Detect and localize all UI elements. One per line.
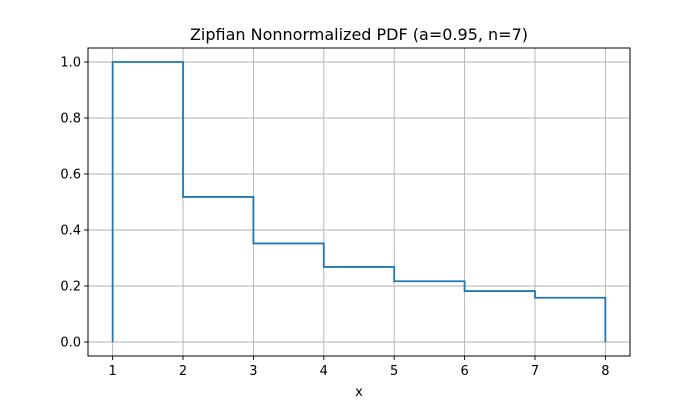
grid-lines bbox=[88, 48, 630, 356]
x-tick-label: 7 bbox=[531, 364, 539, 379]
x-tick-label: 4 bbox=[320, 364, 328, 379]
x-tick-label: 1 bbox=[108, 364, 116, 379]
y-tick-label: 0.6 bbox=[60, 168, 81, 183]
x-tick-label: 5 bbox=[390, 364, 398, 379]
chart-title: Zipfian Nonnormalized PDF (a=0.95, n=7) bbox=[190, 25, 528, 44]
y-tick-label: 0.0 bbox=[60, 336, 81, 351]
y-tick-label: 0.2 bbox=[60, 280, 81, 295]
x-tick-label: 8 bbox=[601, 364, 609, 379]
y-tick-label: 1.0 bbox=[60, 56, 81, 71]
series-group bbox=[111, 61, 607, 342]
x-axis-ticks: 1 2 3 4 5 6 7 8 bbox=[108, 356, 610, 379]
y-tick-label: 0.8 bbox=[60, 112, 81, 127]
x-axis-label: x bbox=[355, 385, 363, 400]
series-step-line bbox=[111, 61, 607, 342]
x-tick-label: 3 bbox=[249, 364, 257, 379]
y-axis-ticks: 0.0 0.2 0.4 0.6 0.8 1.0 bbox=[60, 56, 88, 351]
x-tick-label: 2 bbox=[179, 364, 187, 379]
plot-frame bbox=[87, 47, 631, 357]
x-tick-label: 6 bbox=[460, 364, 468, 379]
y-tick-label: 0.4 bbox=[60, 224, 81, 239]
